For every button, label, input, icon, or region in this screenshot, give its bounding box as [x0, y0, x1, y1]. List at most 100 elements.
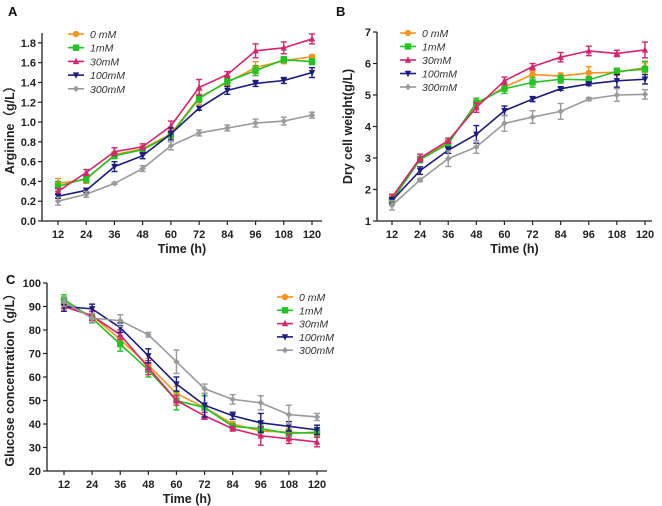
legend-entry: 30mM: [277, 319, 328, 331]
data-point: [83, 168, 90, 176]
data-point: [445, 136, 452, 144]
legend-label: 0 mM: [299, 292, 326, 304]
legend-label: 300mM: [90, 84, 125, 96]
legend-entry: 100mM: [277, 332, 334, 344]
data-point: [308, 35, 316, 42]
data-point: [195, 95, 203, 102]
y-tick-label: 0.6: [21, 157, 36, 169]
data-point: [229, 396, 236, 403]
data-point: [529, 79, 536, 86]
y-tick-label: 2: [365, 185, 371, 197]
data-point: [529, 71, 536, 78]
x-tick-label: 108: [608, 229, 626, 241]
data-point: [257, 432, 264, 439]
y-tick-label: 80: [29, 325, 41, 337]
data-point: [117, 317, 124, 324]
x-tick-label: 24: [414, 229, 427, 241]
x-tick-label: 96: [249, 229, 261, 241]
data-point: [557, 76, 564, 83]
x-tick-label: 60: [170, 479, 182, 491]
series-line: [57, 38, 313, 192]
data-point: [252, 119, 259, 127]
data-point: [167, 142, 175, 149]
legend-label: 300mM: [299, 345, 334, 357]
legend-marker: [404, 83, 412, 91]
x-tick-label: 12: [386, 229, 398, 241]
x-tick-label: 120: [636, 229, 654, 241]
data-point: [585, 81, 592, 88]
data-point: [83, 175, 90, 182]
y-tick-label: 0.2: [21, 196, 36, 208]
y-tick-label: 40: [29, 419, 41, 431]
data-point: [416, 176, 424, 184]
legend-entry: 30mM: [400, 55, 451, 67]
data-point: [641, 46, 649, 53]
x-tick-label: 24: [86, 479, 99, 491]
data-point: [416, 154, 424, 161]
legend-label: 100mM: [422, 69, 457, 81]
y-tick-label: 1.0: [21, 117, 36, 129]
legend-label: 1mM: [299, 305, 323, 317]
y-tick-label: 90: [29, 302, 41, 314]
legend-label: 100mM: [299, 332, 334, 344]
panel-letter: A: [8, 4, 18, 19]
y-tick-label: 4: [365, 122, 372, 134]
y-tick-label: 60: [29, 372, 41, 384]
y-tick-label: 1.8: [21, 38, 36, 50]
data-point: [280, 77, 287, 85]
y-tick-label: 50: [29, 396, 41, 408]
series-30mM: [60, 301, 321, 448]
data-point: [117, 340, 124, 348]
x-tick-label: 84: [555, 229, 568, 241]
legend-label: 0 mM: [422, 28, 449, 40]
data-point: [117, 331, 124, 338]
x-tick-label: 84: [227, 479, 240, 491]
legend-label: 100mM: [90, 70, 125, 82]
x-tick-label: 12: [58, 479, 70, 491]
x-axis-title: Time (h): [490, 242, 538, 256]
series-line: [391, 68, 646, 201]
data-point: [229, 425, 236, 432]
x-tick-label: 120: [303, 229, 321, 241]
data-point: [173, 396, 180, 404]
data-point: [613, 91, 621, 99]
y-tick-label: 0.4: [21, 176, 37, 188]
legend-marker: [281, 293, 289, 301]
data-point: [416, 167, 424, 175]
y-axis-title: Arginine（g/L）: [2, 80, 17, 174]
data-point: [473, 143, 480, 151]
legend-marker: [281, 319, 289, 327]
y-tick-label: 1.4: [21, 77, 37, 89]
x-tick-label: 36: [114, 479, 126, 491]
data-point: [641, 76, 649, 83]
data-point: [557, 108, 564, 115]
data-point: [252, 47, 259, 54]
data-point: [613, 49, 621, 57]
legend-entry: 1mM: [400, 42, 446, 54]
x-tick-label: 84: [221, 229, 234, 241]
data-point: [557, 86, 564, 93]
data-point: [557, 53, 564, 60]
data-point: [201, 385, 208, 392]
data-point: [139, 165, 146, 172]
x-tick-label: 60: [498, 229, 510, 241]
legend-marker: [72, 72, 80, 79]
legend-marker: [404, 70, 412, 78]
y-tick-label: 1.6: [21, 58, 36, 70]
data-point: [308, 111, 316, 119]
y-tick-label: 20: [29, 466, 41, 478]
series-line: [57, 71, 313, 198]
data-point: [88, 306, 96, 313]
data-point: [224, 78, 231, 85]
x-axis-title: Time (h): [158, 242, 206, 256]
data-point: [111, 180, 118, 187]
x-tick-label: 72: [198, 479, 210, 491]
data-point: [585, 47, 592, 54]
data-point: [473, 131, 480, 139]
data-point: [111, 148, 118, 155]
data-point: [229, 413, 236, 420]
legend-label: 30mM: [90, 56, 119, 68]
data-point: [88, 315, 96, 322]
